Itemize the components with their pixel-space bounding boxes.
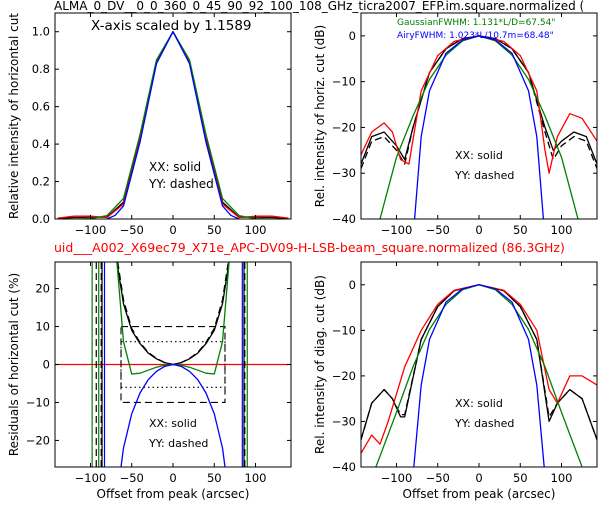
series-line-3	[106, 31, 240, 219]
y-axis-label: Rel. intensity of horiz. cut (dB)	[313, 25, 327, 207]
x-axis-label: Offset from peak (arcsec)	[97, 487, 250, 501]
x-tick-label: −100	[75, 471, 107, 485]
series-line-4	[413, 284, 545, 467]
x-tick-label: 0	[475, 471, 482, 485]
x-axis-label: Offset from peak (arcsec)	[403, 487, 556, 501]
top-title: ALMA_0_DV__0_0_360_0_45_90_92_100_108_GH…	[54, 0, 584, 13]
y-tick-label: 10	[35, 320, 50, 334]
annotation: X-axis scaled by 1.1589	[91, 18, 252, 34]
x-tick-label: 100	[245, 223, 267, 237]
x-tick-label: 100	[551, 471, 573, 485]
y-tick-label: −40	[332, 460, 356, 474]
y-tick-label: −10	[332, 323, 356, 337]
annotation: YY: dashed	[148, 437, 208, 450]
y-tick-label: 0	[349, 278, 356, 292]
x-tick-label: 0	[169, 223, 176, 237]
plot-area	[361, 35, 597, 219]
y-axis-label: Relative intensity of horizontal cut	[7, 13, 21, 219]
y-tick-label: −30	[332, 166, 356, 180]
y-tick-label: 0	[43, 358, 50, 372]
x-tick-label: 50	[513, 223, 528, 237]
x-tick-label: 50	[207, 471, 222, 485]
y-tick-label: 0.0	[32, 212, 50, 226]
annotation: XX: solid	[455, 397, 503, 410]
annotation: GaussianFWHM: 1.131*L/D=67.54"	[397, 18, 555, 28]
x-tick-label: 50	[513, 471, 528, 485]
panels: −100 −50 0 50 1000.00.20.40.60.81.0Relative …	[7, 12, 598, 501]
chart-horizontal-cut: −100 −50 0 50 100 0.0 0.2 0.4 0.6 0.8 1.0 Relative …	[7, 12, 292, 237]
series-line-3	[375, 284, 583, 467]
annotation: XX: solid	[455, 149, 503, 162]
series-line-1	[117, 262, 229, 366]
y-tick-label: −30	[332, 414, 356, 428]
x-tick-label: 0	[169, 471, 176, 485]
axes-frame	[360, 12, 598, 220]
y-tick-label: −10	[26, 395, 50, 409]
x-tick-label: 100	[551, 223, 573, 237]
annotation: YY: dashed	[454, 169, 514, 182]
plot-area	[55, 262, 291, 467]
x-tick-label: −50	[426, 223, 450, 237]
y-tick-label: 0.6	[32, 100, 50, 114]
x-tick-label: −50	[120, 223, 144, 237]
x-tick-label: −100	[381, 471, 413, 485]
annotation: XX: solid	[149, 417, 197, 430]
series-line-2	[116, 262, 230, 375]
annotation: AiryFWHM: 1.023*L/10.7m=68.48"	[397, 31, 554, 41]
series-line-1	[361, 284, 597, 440]
y-tick-label: −40	[332, 212, 356, 226]
y-tick-label: −20	[26, 433, 50, 447]
y-tick-label: −20	[332, 120, 356, 134]
axes-frame	[360, 261, 598, 468]
x-tick-label: 0	[475, 223, 482, 237]
annotation: XX: solid	[149, 160, 201, 174]
y-tick-label: −10	[332, 75, 356, 89]
x-tick-label: −50	[426, 471, 450, 485]
x-tick-label: 50	[207, 223, 222, 237]
series-line-3	[120, 363, 226, 467]
series-line-0	[116, 262, 230, 366]
x-tick-label: −100	[75, 223, 107, 237]
x-tick-label: −50	[120, 471, 144, 485]
annotation: YY: dashed	[148, 177, 214, 191]
plot-area	[361, 284, 597, 467]
x-tick-label: 100	[245, 471, 267, 485]
series-line-3	[379, 35, 579, 219]
plot-area	[57, 31, 289, 219]
middle-title: uid___A002_X69ec79_X71e_APC-DV09-H-LSB-b…	[54, 240, 565, 255]
threshold-box-dashed	[120, 325, 226, 404]
series-line-4	[413, 35, 545, 219]
y-axis-label: Rel. intensity of diag. cut (dB)	[313, 275, 327, 454]
y-tick-label: 0.8	[32, 62, 50, 76]
x-tick-label: −100	[381, 223, 413, 237]
y-tick-label: 0	[349, 29, 356, 43]
y-tick-label: 1.0	[32, 25, 50, 39]
threshold-box-dotted	[120, 341, 226, 388]
y-axis-label: Residuals of horizontal cut (%)	[7, 273, 21, 456]
y-tick-label: 0.2	[32, 175, 50, 189]
annotation: YY: dashed	[454, 417, 514, 430]
y-tick-label: 20	[35, 282, 50, 296]
y-tick-label: 0.4	[32, 137, 50, 151]
y-tick-label: −20	[332, 369, 356, 383]
